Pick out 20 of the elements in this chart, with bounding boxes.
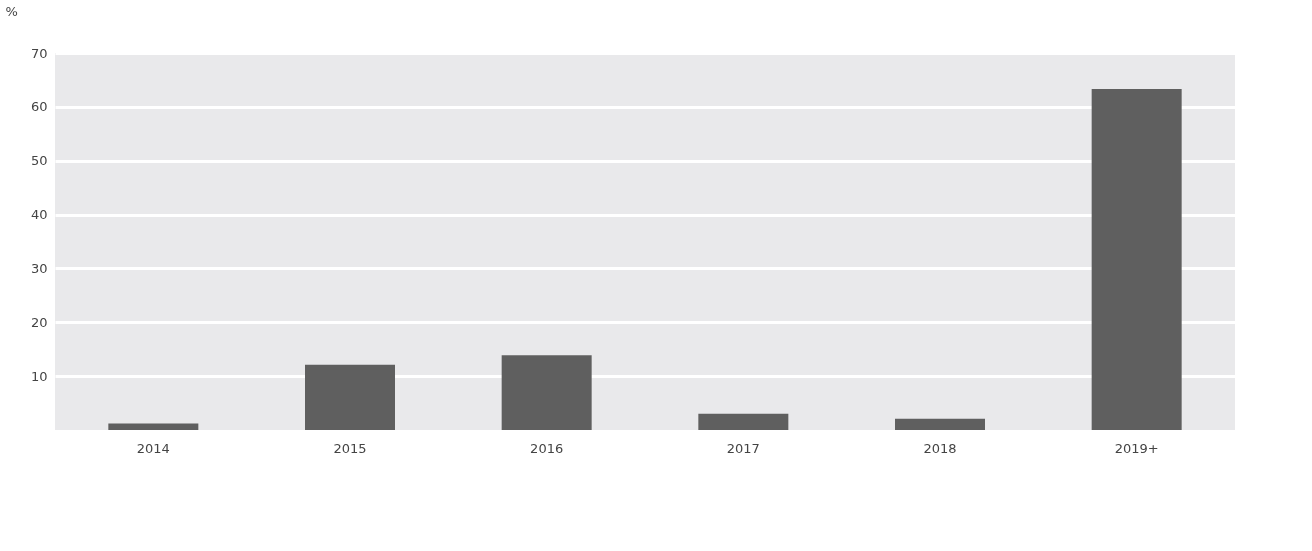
y-tick-label: 30 xyxy=(30,260,48,276)
y-tick-label: 20 xyxy=(30,314,48,330)
bar xyxy=(698,413,789,430)
bar xyxy=(108,423,199,430)
y-tick-label: 10 xyxy=(30,368,48,384)
bar xyxy=(895,418,985,430)
x-tick-label: 2017 xyxy=(726,440,760,456)
bar xyxy=(501,355,592,430)
y-tick-label: 70 xyxy=(30,45,48,61)
y-axis-title: % xyxy=(5,3,18,19)
x-tick-label: 2019+ xyxy=(1114,440,1159,456)
y-tick-label: 40 xyxy=(30,207,48,223)
x-tick-label: 2018 xyxy=(923,440,957,456)
x-tick-label: 2014 xyxy=(136,440,170,456)
x-tick-label: 2015 xyxy=(333,440,367,456)
bar xyxy=(1091,89,1182,430)
y-tick-label: 60 xyxy=(30,99,48,115)
x-tick-label: 2016 xyxy=(530,440,564,456)
bar xyxy=(305,364,395,430)
y-tick-label: 50 xyxy=(30,153,48,169)
